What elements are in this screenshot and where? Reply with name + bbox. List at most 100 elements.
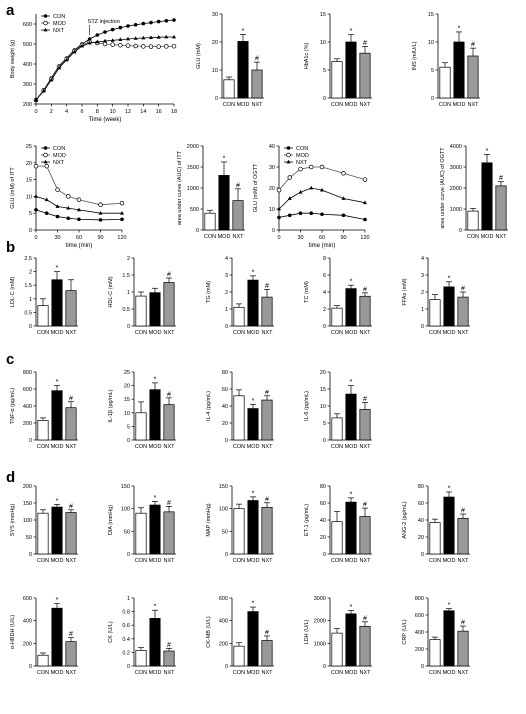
significance-mark: * [56,265,59,272]
legend-entry: MOD [296,153,309,159]
bar-nxt [163,282,175,327]
y-tick-label: 300 [23,82,32,88]
significance-mark: * [458,25,461,32]
legend-entry: NXT [296,160,308,166]
point-nxt [80,43,84,48]
y-tick-label: 20 [320,370,326,376]
y-tick-label: 1 [421,307,424,313]
point-con [95,33,100,37]
y-tick-label: 40 [418,518,424,524]
point-nxt [110,38,115,42]
x-tick-label: MOD [443,558,456,564]
point-mod [55,187,60,192]
significance-mark: # [471,42,475,49]
y-tick-label: 400 [23,62,32,68]
y-tick-label: 50 [124,529,130,535]
y-tick-label: 0 [323,552,326,558]
point-mod [287,175,293,180]
point-mod [362,177,368,182]
panel-letter-c: c [6,351,15,368]
panel-letter-a: a [6,2,15,19]
legend-entry: MOD [53,153,66,159]
significance-mark: # [167,272,171,279]
y-tick-label: 25 [124,370,130,376]
point-con [287,213,292,218]
significance-mark: * [252,601,255,608]
bar-mod [51,279,63,327]
x-tick-label: CON [233,558,245,564]
point-nxt [43,159,48,164]
x-tick-label: CON [429,670,441,676]
y-tick-label: 1000 [187,186,199,192]
point-mod [118,42,123,48]
y-axis-label: area under curve (AUC) of OGTT [440,147,446,229]
y-axis-label: MAP (mmHg) [206,503,212,536]
bar-nxt [467,55,479,99]
bar-con [204,212,216,231]
x-tick-label: 10 [110,109,116,115]
x-tick-label: CON [331,102,343,108]
x-tick-label: MOD [247,444,260,450]
y-axis-label: ANG-2 (pg/mL) [402,501,408,538]
x-tick-label: CON [331,444,343,450]
x-tick-label: CON [233,330,245,336]
y-tick-label: 400 [23,619,32,625]
bar-mod [345,501,357,555]
y-tick-label: 1.5 [24,283,32,289]
y-axis-label: DIA (mmHg) [108,505,114,535]
significance-mark: # [265,283,269,290]
point-nxt [298,190,303,194]
y-tick-label: 150 [121,484,130,490]
y-tick-label: 400 [23,404,32,410]
bar-con [429,299,441,327]
y-tick-label: 1 [225,307,228,313]
x-tick-label: NXT [360,330,372,336]
series-mod [33,163,125,208]
y-tick-label: 200 [415,647,424,653]
significance-mark: # [265,389,269,396]
y-tick-label: 800 [415,596,424,602]
x-tick-label: 60 [319,235,325,241]
point-nxt [141,35,146,40]
y-tick-label: 3 [421,273,424,279]
y-tick-label: 1000 [314,641,326,647]
y-tick-label: 3000 [450,165,462,171]
y-tick-label: 0 [459,228,462,234]
bar-nxt [261,506,273,555]
bar-mod [247,408,259,441]
x-tick-label: CON [467,234,479,240]
y-tick-label: 1 [29,297,32,303]
y-tick-label: 3000 [314,596,326,602]
bar-mod [345,393,357,441]
point-con [320,212,324,217]
y-axis-label: area under curve (AUC) of ITT [177,150,183,225]
y-tick-label: 150 [23,501,32,507]
series-nxt [277,185,367,211]
y-tick-label: 50 [222,529,228,535]
point-nxt [43,27,48,32]
point-con [277,215,281,220]
significance-mark: * [252,398,255,405]
point-mod [141,44,146,49]
point-mod [65,194,71,199]
point-nxt [55,204,60,208]
y-tick-label: 100 [219,507,228,513]
x-tick-label: CON [135,444,147,450]
y-tick-label: 60 [418,501,424,507]
point-con [298,211,303,215]
x-tick-label: 90 [97,235,103,241]
bar-mod [149,292,161,327]
y-tick-label: 0 [29,438,32,444]
point-nxt [77,207,81,212]
y-tick-label: 1 [127,596,130,602]
y-tick-label: 0 [323,324,326,330]
x-tick-label: CON [37,670,49,676]
point-con [87,37,92,41]
bar-mod [443,610,455,667]
x-tick-label: 0 [277,235,280,241]
x-tick-label: 0 [34,235,37,241]
point-mod [286,152,291,158]
point-nxt [72,49,77,54]
x-tick-label: NXT [233,234,245,240]
x-tick-label: 60 [76,235,82,241]
